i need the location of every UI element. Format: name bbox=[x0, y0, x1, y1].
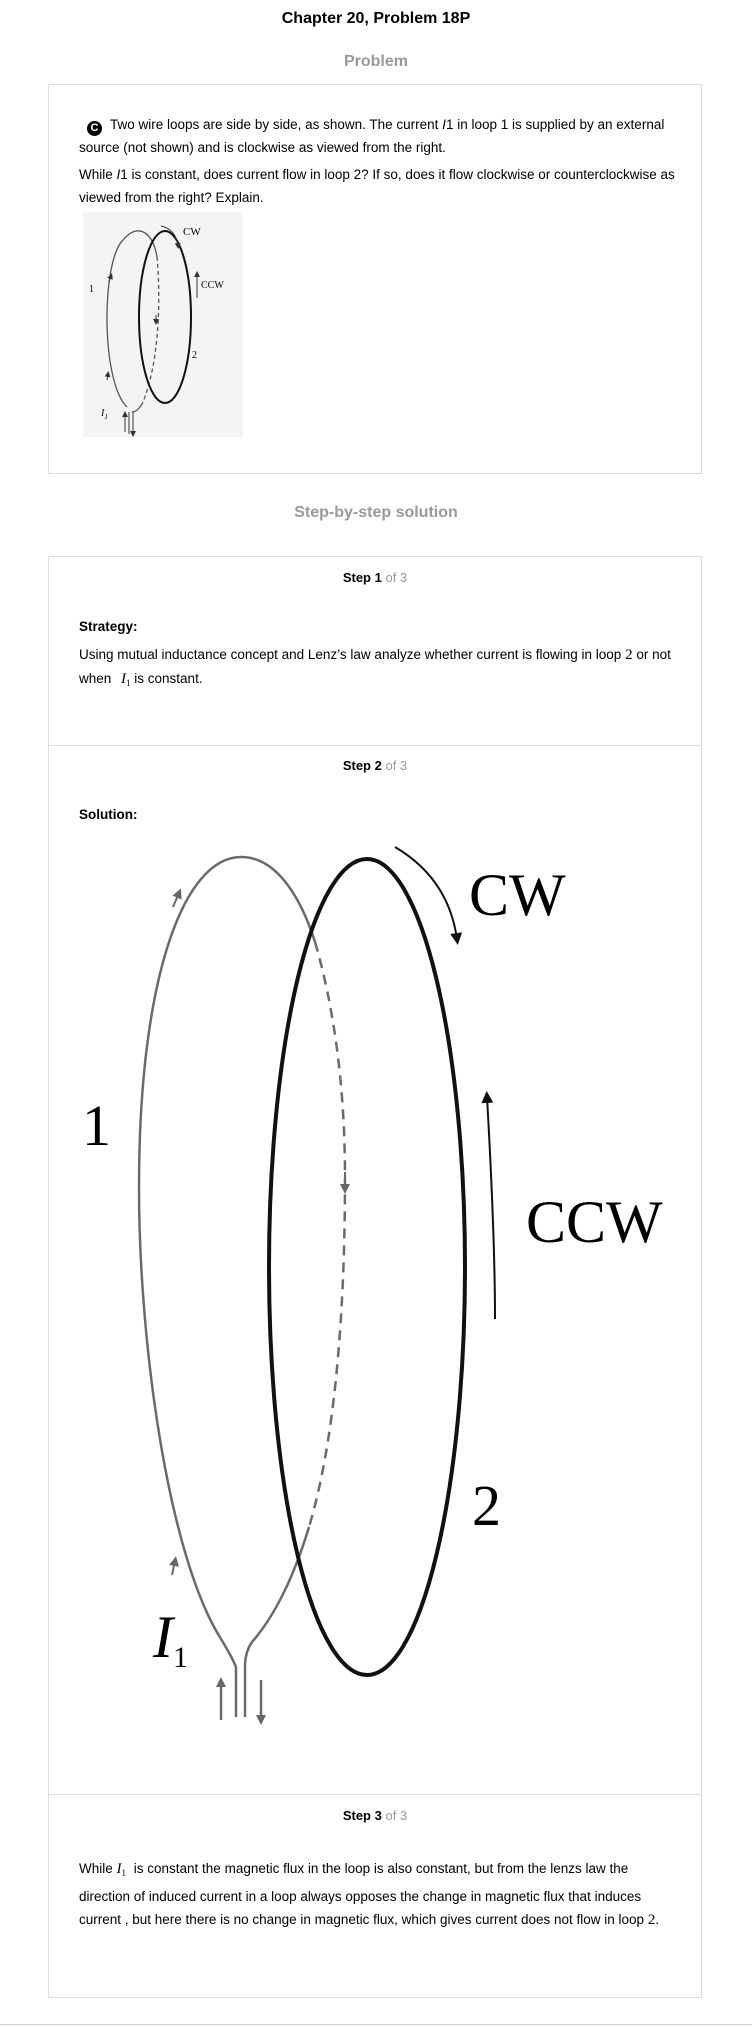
problem-figure-current-label: I1 bbox=[100, 408, 108, 421]
step-1-strategy-label: Strategy: bbox=[79, 619, 138, 634]
page-title: Chapter 20, Problem 18P bbox=[281, 10, 471, 27]
chapter-badge-icon: C bbox=[87, 121, 102, 136]
step-divider-2 bbox=[49, 1794, 701, 1795]
step-3-heading: Step 3 of 3 bbox=[342, 1808, 408, 1823]
step-2-heading: Step 2 of 3 bbox=[342, 758, 408, 773]
problem-figure-cw-label: CW bbox=[183, 226, 201, 238]
problem-paragraph-1: C Two wire loops are side by side, as sho… bbox=[79, 117, 665, 155]
problem-paragraph-2: While I1 is constant, does current flow … bbox=[79, 167, 675, 205]
step-1-text: Using mutual inductance concept and Lenz… bbox=[79, 647, 671, 688]
step-2-solution-label: Solution: bbox=[79, 807, 138, 822]
loop-2 bbox=[267, 857, 467, 1677]
solution-figure: CW CCW 1 2 I1 bbox=[82, 846, 663, 1725]
loop-1-label: 1 bbox=[82, 1093, 111, 1158]
loop-1 bbox=[137, 855, 317, 1668]
step-1-heading: Step 1 of 3 bbox=[342, 570, 408, 585]
problem-figure: CW CCW 1 2 I1 bbox=[83, 212, 243, 437]
problem-figure-loop2-label: 2 bbox=[192, 350, 197, 361]
page-bottom-line bbox=[0, 2024, 752, 2025]
problem-heading: Problem bbox=[343, 53, 408, 70]
problem-figure-ccw-label: CCW bbox=[201, 280, 224, 291]
loop-2-label: 2 bbox=[472, 1473, 501, 1538]
problem-box: C Two wire loops are side by side, as sho… bbox=[48, 84, 702, 474]
ccw-label: CCW bbox=[526, 1189, 663, 1255]
cw-label: CW bbox=[469, 862, 566, 928]
step-divider-1 bbox=[49, 745, 701, 746]
problem-figure-loop1-label: 1 bbox=[89, 284, 94, 295]
current-label: I1 bbox=[152, 1604, 188, 1674]
cw-arrow bbox=[394, 846, 463, 945]
step-3-text: While I1 is constant the magnetic flux i… bbox=[79, 1861, 660, 1928]
solution-heading: Step-by-step solution bbox=[294, 504, 458, 521]
ccw-arrow bbox=[481, 1091, 496, 1320]
steps-box: Step 1 of 3 Strategy: Using mutual induc… bbox=[48, 556, 702, 1998]
